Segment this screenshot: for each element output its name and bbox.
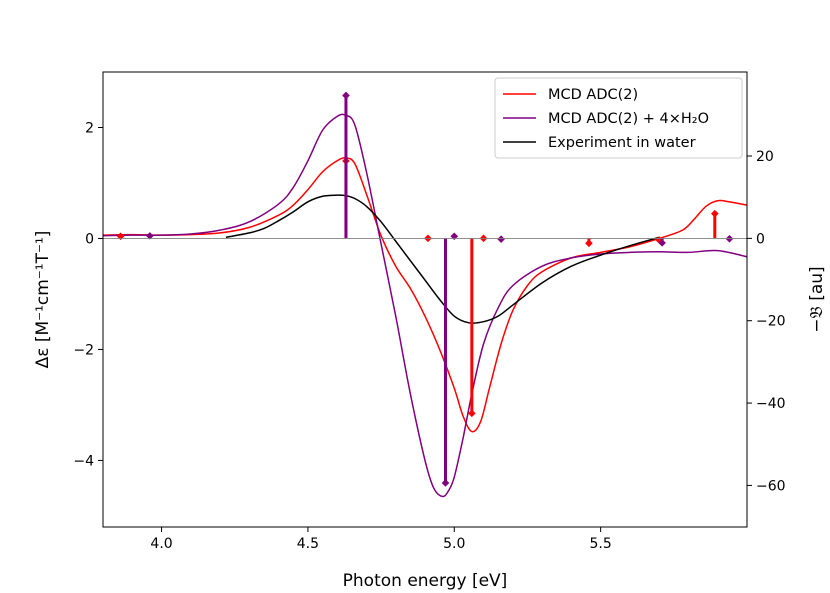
stick-marker-2 — [441, 479, 450, 487]
y-left-tick-label: −2 — [73, 342, 94, 358]
stick-marker-1 — [711, 209, 719, 218]
x-tick-label: 4.5 — [297, 536, 319, 552]
y-right-tick-label: 0 — [756, 231, 765, 247]
y-axis-right-label: −𝔅 [au] — [807, 266, 827, 332]
y-right-tick-label: −40 — [756, 396, 786, 412]
legend-label: MCD ADC(2) — [548, 87, 638, 103]
y-right-tick-label: 20 — [756, 149, 774, 165]
y-left-tick-label: 0 — [85, 231, 94, 247]
stick-marker-2 — [146, 232, 154, 240]
series-line-3 — [225, 194, 660, 324]
stick-marker-1 — [468, 409, 476, 418]
y-right-tick-label: −60 — [756, 478, 786, 494]
legend-label: Experiment in water — [548, 135, 696, 151]
series-line-1 — [103, 157, 747, 433]
stick-marker-1 — [116, 232, 125, 241]
plot-frame — [102, 71, 748, 528]
x-tick-label: 4.0 — [150, 536, 172, 552]
stick-marker-2 — [450, 232, 459, 241]
series-line-2 — [103, 113, 747, 498]
stick-marker-2 — [497, 235, 505, 243]
y-axis-left-label: Δε [M⁻¹cm⁻¹T⁻¹] — [33, 231, 53, 369]
x-tick-label: 5.0 — [443, 536, 465, 552]
stick-marker-2 — [342, 91, 350, 100]
legend-label: MCD ADC(2) + 4×H₂O — [548, 111, 709, 127]
y-left-tick-label: 2 — [85, 120, 94, 136]
stick-marker-1 — [585, 239, 593, 248]
legend-box — [494, 77, 743, 159]
x-axis-label: Photon energy [eV] — [343, 571, 508, 591]
legend: MCD ADC(2) MCD ADC(2) + 4×H₂O Experiment i… — [494, 77, 743, 159]
y-right-tick-label: −20 — [756, 314, 786, 330]
series-layer — [103, 113, 747, 498]
y-left-tick-label: −4 — [73, 453, 94, 469]
x-tick-label: 5.5 — [590, 536, 612, 552]
stick-marker-2 — [658, 239, 666, 247]
